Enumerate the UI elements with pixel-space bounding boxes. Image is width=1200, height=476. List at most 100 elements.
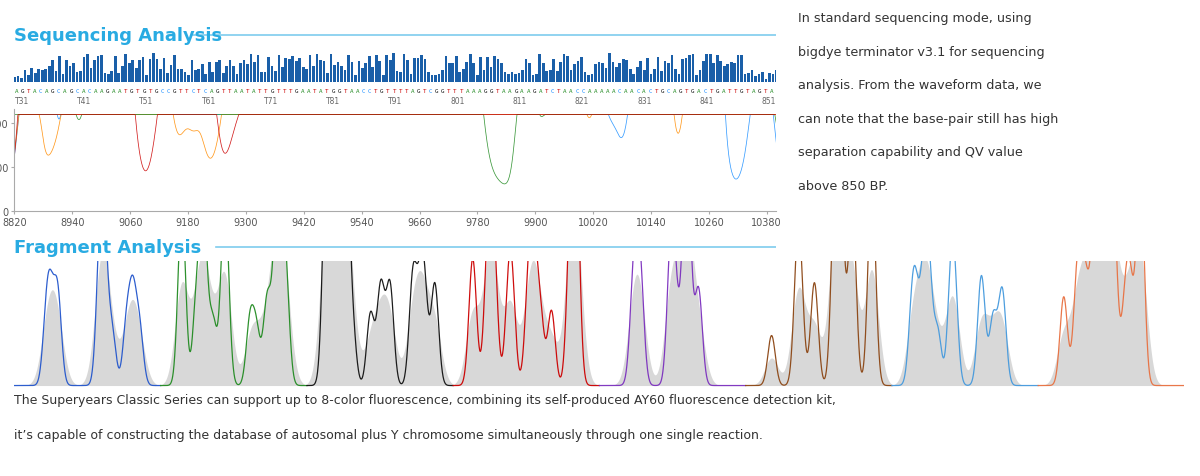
Bar	[632, 74, 635, 83]
Text: G: G	[270, 89, 274, 94]
Bar	[41, 70, 43, 83]
Bar	[288, 60, 290, 83]
Text: T31: T31	[14, 97, 29, 106]
Bar	[524, 60, 527, 83]
Bar	[233, 67, 235, 83]
Text: A: A	[588, 89, 590, 94]
Text: T: T	[137, 89, 140, 94]
Bar	[222, 74, 224, 83]
Bar	[730, 63, 732, 83]
Bar	[83, 58, 85, 83]
Bar	[574, 65, 576, 83]
Bar	[455, 58, 457, 83]
Text: G: G	[691, 89, 695, 94]
Bar	[24, 71, 26, 83]
Text: T: T	[313, 89, 317, 94]
Bar	[466, 63, 468, 83]
Bar	[264, 73, 266, 83]
Bar	[295, 62, 298, 83]
Bar	[442, 70, 444, 83]
Bar	[744, 75, 746, 83]
Bar	[142, 58, 144, 83]
Bar	[121, 67, 124, 83]
Bar	[156, 60, 158, 83]
Bar	[30, 69, 34, 83]
Text: C: C	[88, 89, 91, 94]
Text: C: C	[551, 89, 554, 94]
Text: T: T	[496, 89, 499, 94]
Text: A: A	[14, 89, 18, 94]
Bar	[726, 65, 730, 83]
Bar	[493, 57, 496, 83]
Bar	[431, 76, 433, 83]
Text: C: C	[38, 89, 42, 94]
Bar	[427, 73, 430, 83]
Text: A: A	[508, 89, 511, 94]
Text: Sequencing Analysis: Sequencing Analysis	[14, 27, 222, 45]
Bar	[253, 63, 256, 83]
Bar	[302, 68, 305, 83]
Bar	[100, 56, 103, 83]
Bar	[546, 71, 548, 83]
Bar	[403, 55, 406, 83]
Bar	[764, 80, 767, 83]
Bar	[570, 70, 572, 83]
Bar	[448, 64, 451, 83]
Bar	[337, 63, 340, 83]
Bar	[761, 73, 764, 83]
Bar	[173, 56, 175, 83]
Text: G: G	[131, 89, 133, 94]
Bar	[660, 72, 662, 83]
Text: T71: T71	[264, 97, 278, 106]
Text: T: T	[343, 89, 347, 94]
Bar	[94, 60, 96, 83]
Text: C: C	[575, 89, 578, 94]
Text: A: A	[502, 89, 505, 94]
Bar	[462, 70, 464, 83]
Bar	[563, 55, 565, 83]
Text: T: T	[289, 89, 293, 94]
Bar	[775, 71, 778, 83]
Bar	[751, 71, 754, 83]
Bar	[653, 70, 656, 83]
Bar	[709, 55, 712, 83]
Bar	[420, 56, 422, 83]
Text: bigdye terminator v3.1 for sequencing: bigdye terminator v3.1 for sequencing	[798, 46, 1045, 59]
Bar	[180, 69, 182, 83]
Bar	[671, 56, 673, 83]
Bar	[169, 66, 173, 83]
Text: C: C	[618, 89, 622, 94]
Bar	[90, 69, 92, 83]
Bar	[145, 76, 148, 83]
Bar	[682, 60, 684, 83]
Bar	[20, 79, 23, 83]
Bar	[326, 73, 329, 83]
Text: T: T	[124, 89, 127, 94]
Bar	[208, 63, 210, 83]
Text: In standard sequencing mode, using: In standard sequencing mode, using	[798, 12, 1032, 25]
Bar	[358, 62, 360, 83]
Bar	[482, 71, 486, 83]
Text: T: T	[448, 89, 451, 94]
Bar	[532, 76, 534, 83]
Bar	[757, 75, 761, 83]
Bar	[392, 54, 395, 83]
Bar	[368, 56, 371, 83]
Bar	[438, 75, 440, 83]
Text: G: G	[106, 89, 109, 94]
Text: T81: T81	[326, 97, 341, 106]
Bar	[552, 60, 556, 83]
Bar	[517, 74, 521, 83]
Text: G: G	[20, 89, 24, 94]
Bar	[86, 55, 89, 83]
Bar	[103, 74, 106, 83]
Bar	[277, 56, 280, 83]
Bar	[616, 68, 618, 83]
Text: A: A	[697, 89, 701, 94]
Bar	[215, 63, 217, 83]
Bar	[535, 74, 538, 83]
Bar	[96, 57, 100, 83]
Bar	[374, 56, 378, 83]
Bar	[473, 64, 475, 83]
Bar	[598, 62, 600, 83]
